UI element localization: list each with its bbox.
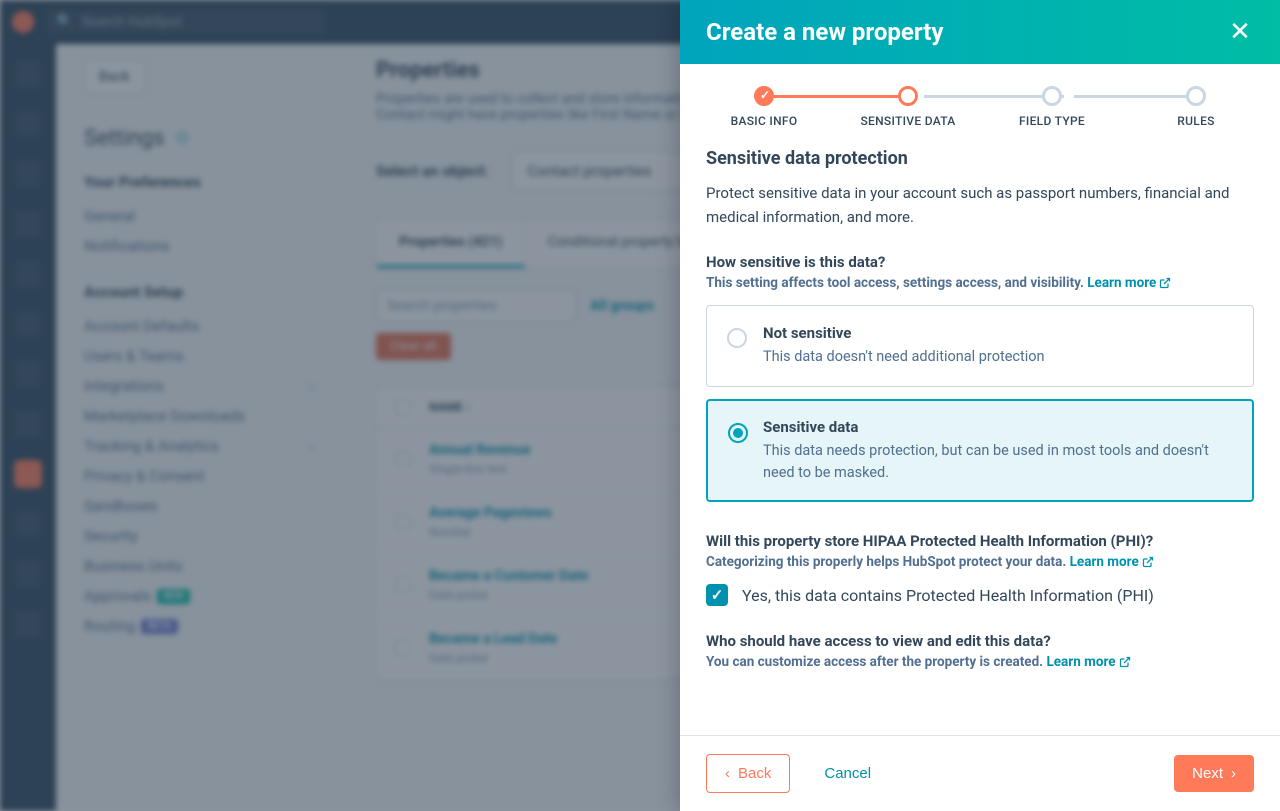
- step-circle-done-icon: [754, 86, 774, 106]
- section-intro: Protect sensitive data in your account s…: [706, 181, 1254, 229]
- step-field-type[interactable]: FIELD TYPE: [994, 86, 1110, 128]
- panel-header: Create a new property ✕: [680, 0, 1280, 64]
- step-circle-current-icon: [898, 86, 918, 106]
- section-heading: Sensitive data protection: [706, 148, 1254, 169]
- panel-footer: ‹ Back Cancel Next ›: [680, 735, 1280, 811]
- external-link-icon: [1142, 556, 1154, 568]
- step-basic-info[interactable]: BASIC INFO: [706, 86, 822, 128]
- step-circle-icon: [1042, 86, 1062, 106]
- option-not-sensitive[interactable]: Not sensitive This data doesn't need add…: [706, 305, 1254, 387]
- option-desc: This data doesn't need additional protec…: [763, 346, 1233, 368]
- question-sensitivity: How sensitive is this data?: [706, 253, 1254, 271]
- create-property-panel: Create a new property ✕ BASIC INFO SENSI…: [680, 0, 1280, 811]
- radio-icon: [727, 328, 747, 348]
- option-sensitive-data[interactable]: Sensitive data This data needs protectio…: [706, 399, 1254, 503]
- question-access: Who should have access to view and edit …: [706, 632, 1254, 650]
- question-access-sub: You can customize access after the prope…: [706, 654, 1254, 670]
- next-button[interactable]: Next ›: [1174, 755, 1254, 792]
- option-title: Not sensitive: [763, 324, 1233, 342]
- question-phi-sub: Categorizing this properly helps HubSpot…: [706, 554, 1254, 570]
- checkbox-checked-icon: ✓: [706, 584, 728, 606]
- step-rules[interactable]: RULES: [1138, 86, 1254, 128]
- stepper: BASIC INFO SENSITIVE DATA FIELD TYPE RUL…: [706, 86, 1254, 128]
- step-circle-icon: [1186, 86, 1206, 106]
- phi-label: Yes, this data contains Protected Health…: [742, 586, 1154, 605]
- back-button[interactable]: ‹ Back: [706, 754, 790, 793]
- learn-more-link[interactable]: Learn more: [1087, 275, 1171, 291]
- radio-selected-icon: [728, 423, 748, 443]
- option-desc: This data needs protection, but can be u…: [763, 440, 1233, 484]
- step-sensitive-data[interactable]: SENSITIVE DATA: [850, 86, 966, 128]
- question-phi: Will this property store HIPAA Protected…: [706, 532, 1254, 550]
- cancel-button[interactable]: Cancel: [806, 755, 889, 792]
- close-icon[interactable]: ✕: [1226, 18, 1254, 46]
- learn-more-link[interactable]: Learn more: [1046, 654, 1130, 670]
- chevron-left-icon: ‹: [725, 765, 730, 782]
- chevron-right-icon: ›: [1231, 765, 1236, 782]
- option-title: Sensitive data: [763, 418, 1233, 436]
- learn-more-link[interactable]: Learn more: [1070, 554, 1154, 570]
- panel-title: Create a new property: [706, 18, 943, 46]
- external-link-icon: [1159, 277, 1171, 289]
- phi-checkbox-row[interactable]: ✓ Yes, this data contains Protected Heal…: [706, 584, 1254, 606]
- question-sensitivity-sub: This setting affects tool access, settin…: [706, 275, 1254, 291]
- external-link-icon: [1119, 656, 1131, 668]
- panel-body: BASIC INFO SENSITIVE DATA FIELD TYPE RUL…: [680, 64, 1280, 735]
